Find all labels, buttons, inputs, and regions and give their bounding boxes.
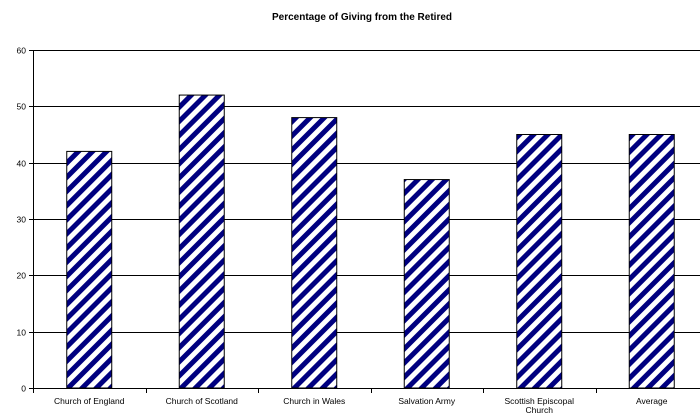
y-tick-label: 0 (21, 384, 26, 394)
y-tick-label: 40 (17, 159, 27, 169)
x-tick-label: Church of Scotland (166, 396, 239, 406)
y-tick-label: 60 (17, 46, 27, 56)
x-tick-label: Church in Wales (283, 396, 345, 406)
bar (403, 179, 450, 389)
x-axis-ticks: Church of England Church of Scotland Churc… (33, 388, 668, 415)
y-tick-label: 50 (17, 102, 27, 112)
x-tick-label: Salvation Army (398, 396, 455, 406)
x-tick-label: Scottish Episcopal Church (505, 396, 575, 415)
axes (33, 50, 700, 389)
bar (66, 150, 113, 389)
x-tick-label: Average (636, 396, 668, 406)
y-tick-label: 10 (17, 328, 27, 338)
bar (291, 117, 338, 389)
chart-title: Percentage of Giving from the Retired (272, 12, 452, 23)
bar (516, 134, 563, 389)
bar (628, 134, 675, 389)
y-tick-label: 30 (17, 215, 27, 225)
bar (178, 94, 225, 389)
x-tick-label: Church of England (54, 396, 125, 406)
y-axis-ticks: 0 10 20 30 40 50 60 (17, 46, 33, 394)
gridlines (33, 50, 700, 333)
y-tick-label: 20 (17, 271, 27, 281)
bars (66, 94, 675, 389)
